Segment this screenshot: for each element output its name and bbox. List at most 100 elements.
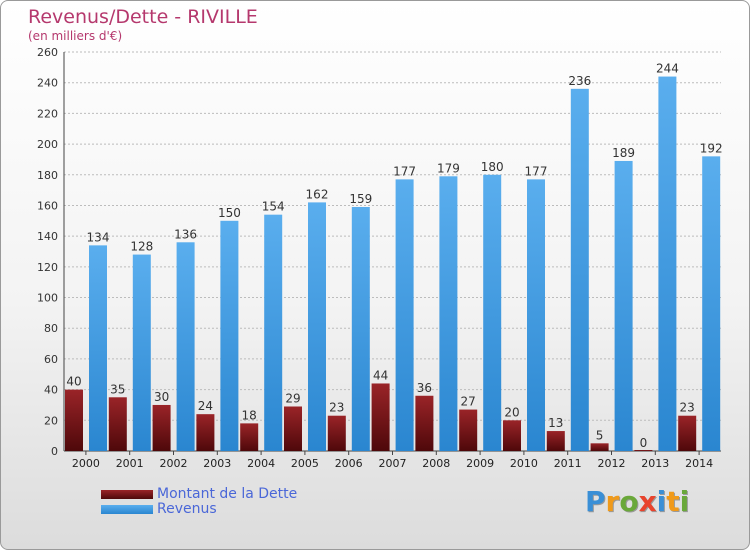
revenue-bar [264, 214, 283, 451]
logo-letter: x [638, 485, 657, 518]
revenue-data-label: 244 [656, 62, 679, 76]
y-tick-label: 40 [44, 384, 58, 397]
debt-bar [240, 423, 259, 451]
chart-subtitle: (en milliers d'€) [28, 29, 123, 43]
x-tick-label: 2014 [685, 457, 713, 470]
debt-bar [65, 389, 83, 451]
x-tick-label: 2011 [554, 457, 582, 470]
revenue-bar [220, 220, 239, 451]
debt-data-label: 13 [548, 416, 563, 430]
x-tick-label: 2010 [510, 457, 538, 470]
debt-data-label: 23 [329, 401, 344, 415]
y-tick-label: 0 [51, 445, 58, 458]
x-tick-label: 2003 [203, 457, 231, 470]
logo-letter: t [666, 485, 680, 518]
debt-data-label: 35 [110, 382, 125, 396]
y-tick-label: 60 [44, 353, 58, 366]
logo-letter: o [619, 485, 639, 518]
revenue-bar [176, 242, 195, 451]
y-tick-label: 140 [37, 230, 58, 243]
legend-swatch-debt [101, 490, 153, 499]
x-tick-label: 2013 [641, 457, 669, 470]
revenue-data-label: 150 [218, 206, 241, 220]
x-tick-label: 2006 [335, 457, 363, 470]
legend-swatch-revenue [101, 505, 153, 514]
debt-bar [108, 397, 127, 451]
debt-data-label: 36 [417, 381, 432, 395]
revenue-data-label: 159 [349, 192, 372, 206]
x-tick-label: 2004 [247, 457, 275, 470]
revenue-data-label: 162 [306, 187, 329, 201]
debt-data-label: 0 [640, 436, 648, 450]
logo-letter: i [679, 485, 690, 518]
debt-bar [152, 404, 171, 451]
revenue-data-label: 177 [525, 164, 548, 178]
debt-data-label: 23 [680, 401, 695, 415]
revenue-bar [132, 254, 151, 451]
revenue-data-label: 128 [130, 240, 153, 254]
debt-bar [634, 450, 653, 451]
y-tick-label: 200 [37, 138, 58, 151]
revenue-data-label: 180 [481, 160, 504, 174]
x-tick-label: 2000 [72, 457, 100, 470]
y-tick-label: 20 [44, 414, 58, 427]
debt-bar [503, 420, 521, 451]
x-tick-label: 2009 [466, 457, 494, 470]
revenue-bar [614, 160, 633, 451]
debt-bar [415, 395, 434, 451]
debt-data-label: 24 [198, 399, 213, 413]
debt-data-label: 44 [373, 368, 388, 382]
revenue-bar [658, 76, 677, 452]
revenue-bar [351, 206, 370, 451]
legend-label-debt: Montant de la Dette [157, 486, 298, 502]
revenue-data-label: 236 [568, 74, 591, 88]
x-tick-label: 2005 [291, 457, 319, 470]
debt-data-label: 40 [66, 375, 81, 389]
debt-bar [678, 415, 697, 451]
revenue-bar [395, 179, 414, 451]
revenue-data-label: 134 [87, 230, 110, 244]
logo-letter: r [605, 485, 620, 518]
revenue-bar [89, 245, 107, 451]
debt-data-label: 29 [285, 391, 300, 405]
debt-bar [284, 406, 302, 451]
revenue-data-label: 179 [437, 161, 460, 175]
debt-bar [590, 443, 609, 451]
y-tick-label: 260 [37, 46, 58, 59]
debt-data-label: 5 [596, 428, 604, 442]
x-tick-label: 2002 [160, 457, 188, 470]
y-tick-label: 160 [37, 199, 58, 212]
revenue-bar [308, 202, 326, 451]
x-tick-label: 2008 [422, 457, 450, 470]
debt-data-label: 27 [461, 395, 476, 409]
y-tick-label: 180 [37, 169, 58, 182]
debt-data-label: 18 [242, 408, 257, 422]
debt-bar [546, 431, 565, 451]
debt-bar [371, 383, 390, 451]
revenue-data-label: 192 [700, 141, 723, 155]
proxiti-logo: Proxiti [585, 485, 689, 518]
y-tick-label: 80 [44, 322, 58, 335]
revenue-bar [439, 176, 458, 452]
debt-bar [459, 409, 478, 451]
revenue-data-label: 136 [174, 227, 197, 241]
y-tick-label: 120 [37, 261, 58, 274]
debt-bar [196, 414, 215, 451]
revenue-bar [570, 88, 589, 451]
x-tick-label: 2012 [598, 457, 626, 470]
debt-bar [327, 415, 346, 451]
x-tick-label: 2001 [116, 457, 144, 470]
revenue-data-label: 177 [393, 164, 416, 178]
debt-data-label: 20 [504, 405, 519, 419]
debt-data-label: 30 [154, 390, 169, 404]
x-tick-label: 2007 [379, 457, 407, 470]
revenue-data-label: 189 [612, 146, 635, 160]
revenue-bar [702, 156, 721, 451]
revenue-bar [527, 179, 545, 451]
y-tick-label: 100 [37, 292, 58, 305]
revenue-data-label: 154 [262, 200, 285, 214]
chart-title: Revenus/Dette - RIVILLE [28, 6, 258, 28]
legend-label-revenue: Revenus [157, 501, 217, 517]
